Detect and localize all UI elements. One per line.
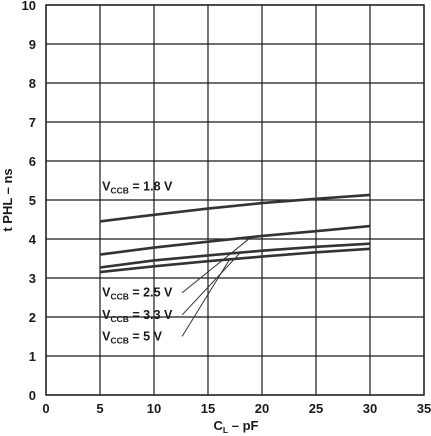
leader-line-3 [181, 252, 241, 316]
y-tick-label: 2 [29, 310, 36, 325]
leader-line-2 [181, 236, 252, 294]
series-line-2 [99, 224, 371, 256]
x-tick-label: 25 [309, 401, 323, 416]
series-line-1 [99, 193, 371, 223]
y-tick-label: 1 [29, 349, 36, 364]
y-tick-label: 10 [22, 0, 36, 13]
series-line-3 [99, 242, 371, 269]
x-tick-label: 35 [417, 401, 431, 416]
x-tick-label: 30 [363, 401, 377, 416]
y-tick-label: 5 [29, 193, 36, 208]
label-leader-lines [181, 236, 252, 337]
plot-frame [45, 4, 425, 396]
x-axis-label: CL – pF [214, 418, 259, 435]
y-tick-label: 9 [29, 37, 36, 52]
y-axis-label: t PHL – ns [0, 168, 15, 231]
x-tick-labels: 0 5 10 15 20 25 30 35 [42, 401, 431, 416]
y-tick-label: 0 [29, 388, 36, 403]
y-tick-label: 8 [29, 76, 36, 91]
x-tick-label: 0 [42, 401, 49, 416]
x-tick-label: 15 [201, 401, 215, 416]
x-tick-label: 5 [96, 401, 103, 416]
y-tick-label: 6 [29, 154, 36, 169]
y-tick-label: 7 [29, 115, 36, 130]
series-label-3: VCCB = 3.3 V [102, 308, 173, 324]
x-tick-label: 20 [255, 401, 269, 416]
series-labels: VCCB = 1.8 V VCCB = 2.5 V VCCB = 3.3 V VCCB… [102, 179, 173, 345]
y-tick-labels: 0 1 2 3 4 5 6 7 8 9 10 [22, 0, 37, 403]
series-label-4: VCCB = 5 V [102, 329, 162, 345]
series-label-2: VCCB = 2.5 V [102, 286, 173, 302]
x-tick-label: 10 [147, 401, 161, 416]
y-tick-label: 3 [29, 271, 36, 286]
series-lines [99, 193, 371, 274]
series-label-1: VCCB = 1.8 V [102, 179, 173, 195]
leader-line-4 [181, 259, 231, 337]
y-tick-label: 4 [29, 232, 37, 247]
